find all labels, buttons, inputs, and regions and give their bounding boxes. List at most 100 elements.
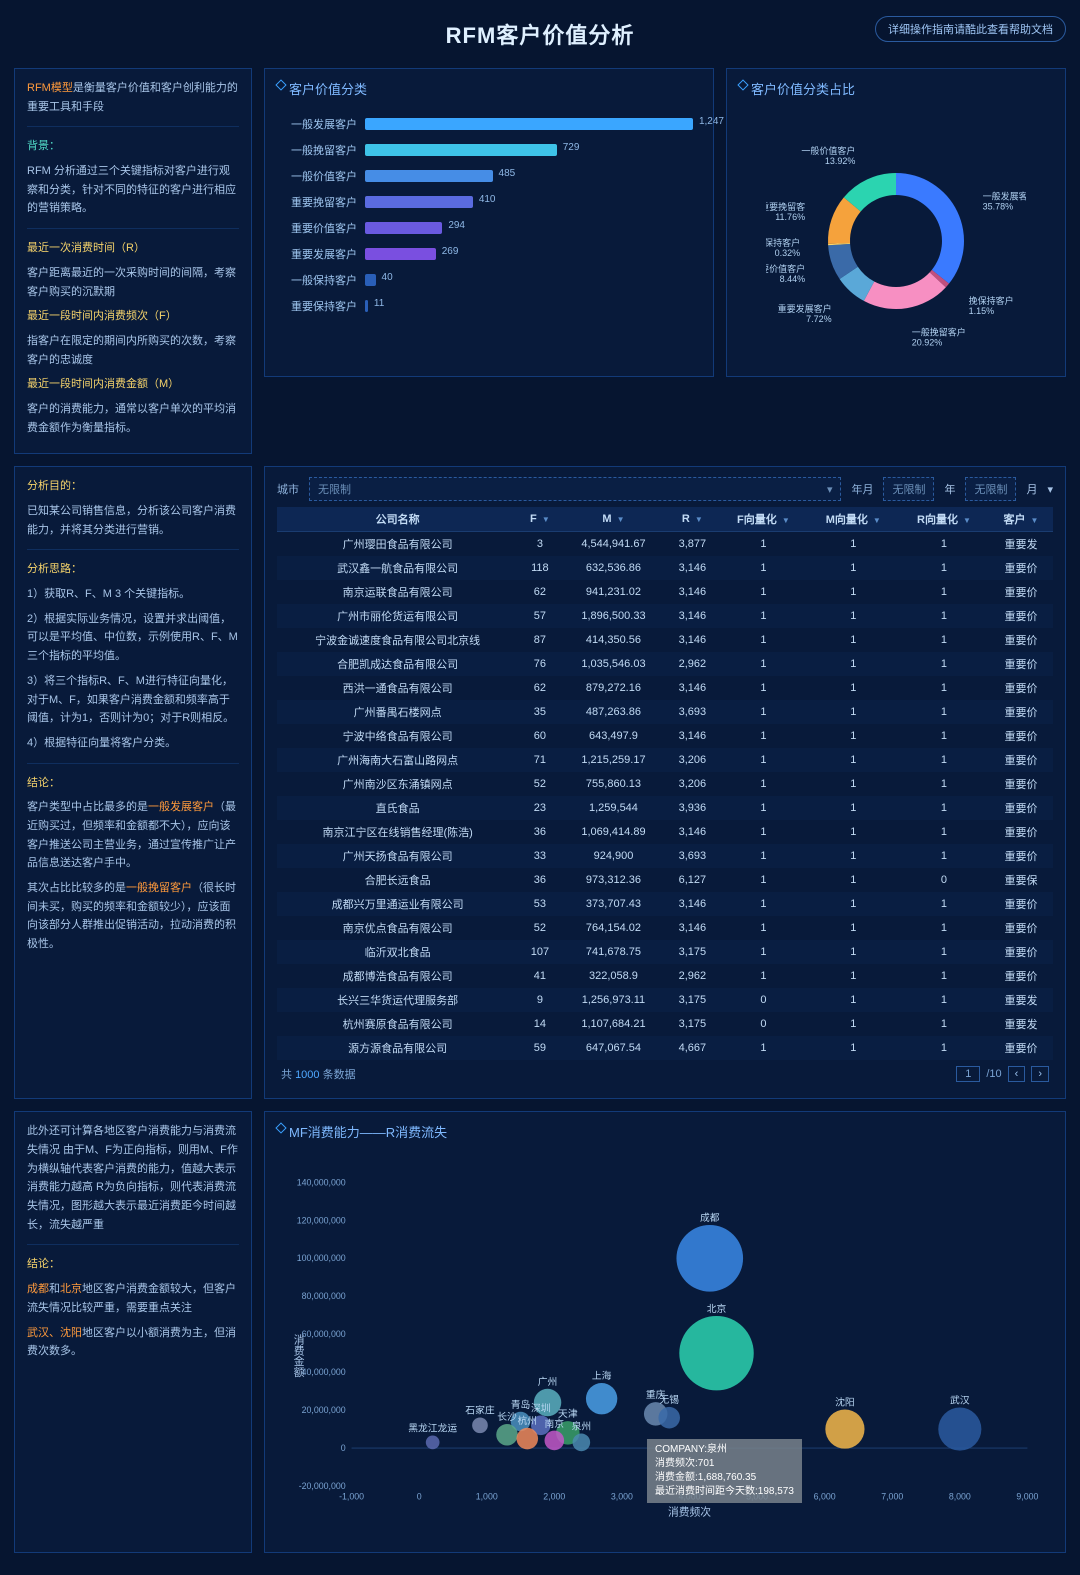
svg-text:青岛: 青岛 [511, 1398, 531, 1411]
donut-slice[interactable] [896, 173, 964, 284]
page-prev[interactable]: ‹ [1008, 1066, 1026, 1082]
scatter-tooltip: COMPANY:泉州 消费频次:701 消费金额:1,688,760.35 最近… [647, 1439, 802, 1503]
table-row[interactable]: 广州璎田食品有限公司34,544,941.673,877111重要发 [277, 532, 1053, 557]
svg-text:40,000,000: 40,000,000 [302, 1367, 346, 1377]
table-row[interactable]: 广州天扬食品有限公司33924,9003,693111重要价 [277, 844, 1053, 868]
table-row[interactable]: 广州南沙区东涌镇网点52755,860.133,206111重要价 [277, 772, 1053, 796]
sidebar-analysis: 分析目的： 已知某公司销售信息，分析该公司客户消费能力，并将其分类进行营销。 分… [14, 466, 252, 1099]
scatter-bubble[interactable] [496, 1424, 518, 1446]
scatter-bubble[interactable] [573, 1434, 591, 1452]
svg-text:无锡: 无锡 [659, 1393, 679, 1406]
scatter-bubble[interactable] [825, 1410, 864, 1449]
svg-text:上海: 上海 [592, 1369, 612, 1382]
svg-text:1.15%: 1.15% [969, 306, 995, 316]
scatter-bubble[interactable] [586, 1383, 617, 1414]
ym-label: 年月 [851, 481, 873, 497]
svg-text:深圳: 深圳 [531, 1403, 551, 1415]
scatter-bubble[interactable] [426, 1436, 440, 1450]
svg-text:北京: 北京 [707, 1302, 727, 1315]
svg-text:黑龙江龙运: 黑龙江龙运 [408, 1422, 457, 1435]
scatter-bubble[interactable] [545, 1431, 565, 1451]
svg-text:沈阳: 沈阳 [835, 1396, 855, 1409]
svg-text:35.78%: 35.78% [983, 202, 1014, 212]
svg-text:7,000: 7,000 [881, 1492, 903, 1502]
svg-text:11.76%: 11.76% [775, 212, 805, 222]
svg-text:9,000: 9,000 [1016, 1492, 1038, 1502]
svg-text:一般挽留客户: 一般挽留客户 [912, 327, 966, 338]
svg-text:重要价值客户: 重要价值客户 [766, 263, 805, 274]
svg-text:石家庄: 石家庄 [465, 1404, 495, 1417]
svg-text:长沙: 长沙 [497, 1411, 517, 1423]
table-total: 共 1000 条数据 [281, 1066, 356, 1082]
svg-text:0: 0 [417, 1492, 422, 1502]
svg-text:-20,000,000: -20,000,000 [299, 1481, 346, 1491]
svg-text:120,000,000: 120,000,000 [297, 1216, 346, 1226]
table-row[interactable]: 长兴三华货运代理服务部91,256,973.113,175011重要发 [277, 988, 1053, 1012]
donut-chart-title: 客户价值分类占比 [739, 79, 1053, 98]
scatter-bubble[interactable] [472, 1418, 488, 1434]
scatter-bubble[interactable] [658, 1407, 680, 1429]
svg-text:一般价值客户: 一般价值客户 [801, 145, 855, 156]
table-row[interactable]: 成都兴万里通运业有限公司53373,707.433,146111重要价 [277, 892, 1053, 916]
scatter-bubble[interactable] [517, 1428, 539, 1450]
scatter-bubble[interactable] [679, 1316, 753, 1390]
table-header[interactable]: R向量化 ▼ [899, 507, 989, 532]
svg-text:60,000,000: 60,000,000 [302, 1329, 346, 1339]
table-header[interactable]: F向量化 ▼ [719, 507, 807, 532]
table-row[interactable]: 合肥长远食品36973,312.366,127110重要保 [277, 868, 1053, 892]
bar-row: 一般价值客户485 [285, 168, 693, 184]
page-next[interactable]: › [1031, 1066, 1049, 1082]
svg-text:成都: 成都 [700, 1212, 720, 1224]
table-row[interactable]: 南京运联食品有限公司62941,231.023,146111重要价 [277, 580, 1053, 604]
table-row[interactable]: 宁波中络食品有限公司60643,497.93,146111重要价 [277, 724, 1053, 748]
table-header[interactable]: M ▼ [562, 507, 666, 532]
table-row[interactable]: 南京江宁区在线销售经理(陈浩)361,069,414.893,146111重要价 [277, 820, 1053, 844]
city-label: 城市 [277, 481, 299, 497]
svg-text:1,000: 1,000 [476, 1492, 498, 1502]
table-header[interactable]: M向量化 ▼ [808, 507, 900, 532]
svg-text:8.44%: 8.44% [780, 274, 806, 284]
table-row[interactable]: 源方源食品有限公司59647,067.544,667111重要价 [277, 1036, 1053, 1060]
table-row[interactable]: 广州番禺石楼网点35487,263.863,693111重要价 [277, 700, 1053, 724]
svg-text:-1,000: -1,000 [339, 1492, 364, 1502]
help-button[interactable]: 详细操作指南请酷此查看帮助文档 [875, 16, 1066, 42]
table-row[interactable]: 直氏食品231,259,5443,936111重要价 [277, 796, 1053, 820]
table-row[interactable]: 武汉鑫一航食品有限公司118632,536.863,146111重要价 [277, 556, 1053, 580]
svg-text:消费频次: 消费频次 [668, 1506, 711, 1519]
scatter-bubble[interactable] [676, 1225, 743, 1292]
donut-slice[interactable] [864, 272, 946, 309]
bar-row: 重要发展客户269 [285, 246, 693, 262]
svg-text:8,000: 8,000 [949, 1492, 971, 1502]
table-header[interactable]: F ▼ [518, 507, 561, 532]
page-current[interactable]: 1 [956, 1066, 980, 1082]
year-select[interactable]: 无限制 [883, 477, 934, 501]
table-row[interactable]: 南京优点食品有限公司52764,154.023,146111重要价 [277, 916, 1053, 940]
bar-row: 一般发展客户1,247 [285, 116, 693, 132]
city-select[interactable]: 无限制▾ [309, 477, 841, 501]
bar-row: 重要保持客户11 [285, 298, 693, 314]
chevron-down-icon: ▾ [827, 483, 833, 496]
svg-text:0.32%: 0.32% [775, 248, 801, 258]
table-row[interactable]: 成都博浩食品有限公司41322,058.92,962111重要价 [277, 964, 1053, 988]
sidebar-intro: RFM模型是衡量客户价值和客户创利能力的重要工具和手段 背景： RFM 分析通过… [14, 68, 252, 454]
scatter-bubble[interactable] [938, 1408, 981, 1451]
scatter-title: MF消费能力——R消费流失 [277, 1122, 1053, 1141]
bar-row: 一般保持客户40 [285, 272, 693, 288]
table-row[interactable]: 杭州赛原食品有限公司141,107,684.213,175011重要发 [277, 1012, 1053, 1036]
svg-text:20.92%: 20.92% [912, 338, 943, 348]
bar-row: 重要挽留客户410 [285, 194, 693, 210]
table-header[interactable]: R ▼ [665, 507, 719, 532]
bar-chart-title: 客户价值分类 [277, 79, 701, 98]
table-row[interactable]: 广州海南大石富山路网点711,215,259.173,206111重要价 [277, 748, 1053, 772]
data-table: 公司名称F ▼M ▼R ▼F向量化 ▼M向量化 ▼R向量化 ▼客户 ▼ 广州璎田… [277, 507, 1053, 1060]
chevron-down-icon: ▾ [1047, 483, 1053, 496]
table-header[interactable]: 公司名称 [277, 507, 518, 532]
month-select[interactable]: 无限制 [965, 477, 1016, 501]
table-row[interactable]: 宁波金诚速度食品有限公司北京线87414,350.563,146111重要价 [277, 628, 1053, 652]
svg-text:武汉: 武汉 [950, 1394, 970, 1407]
table-header[interactable]: 客户 ▼ [989, 507, 1053, 532]
table-row[interactable]: 临沂双北食品107741,678.753,175111重要价 [277, 940, 1053, 964]
table-row[interactable]: 西洪一通食品有限公司62879,272.163,146111重要价 [277, 676, 1053, 700]
table-row[interactable]: 合肥凯成达食品有限公司761,035,546.032,962111重要价 [277, 652, 1053, 676]
table-row[interactable]: 广州市丽伦货运有限公司571,896,500.333,146111重要价 [277, 604, 1053, 628]
